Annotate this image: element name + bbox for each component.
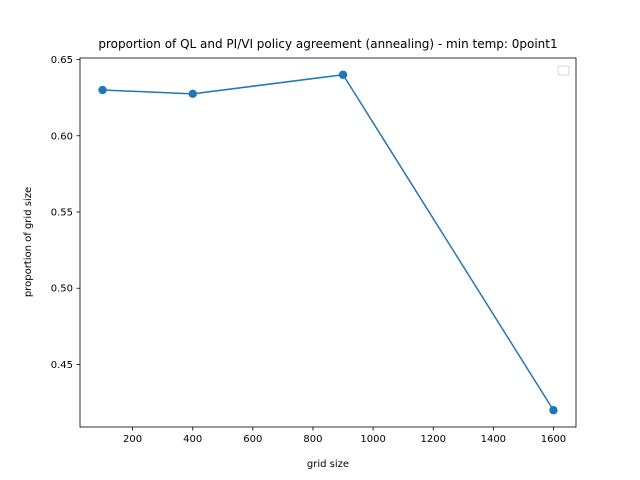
x-axis-ticks: 200 400 600 800 1000 1200 1400 1600 [123, 427, 566, 445]
data-point [549, 406, 558, 415]
x-axis-label: grid size [307, 459, 349, 470]
x-tick-label: 1200 [420, 434, 445, 445]
y-tick-label: 0.60 [51, 131, 73, 142]
y-axis-ticks: 0.45 0.50 0.55 0.60 0.65 [51, 55, 80, 371]
x-tick-label: 1600 [541, 434, 566, 445]
x-tick-label: 200 [123, 434, 142, 445]
legend-box [557, 65, 570, 76]
y-tick-label: 0.45 [51, 360, 73, 371]
x-tick-label: 600 [243, 434, 262, 445]
data-point [98, 85, 107, 95]
data-point [338, 70, 348, 79]
y-tick-label: 0.55 [51, 208, 73, 219]
y-axis-label: proportion of grid size [23, 187, 34, 297]
y-tick-label: 0.65 [51, 55, 73, 66]
x-tick-label: 1400 [481, 434, 506, 445]
y-tick-label: 0.50 [51, 284, 73, 295]
x-tick-label: 800 [303, 434, 322, 445]
x-tick-label: 400 [183, 434, 202, 445]
chart-title: proportion of QL and PI/VI policy agreem… [98, 37, 557, 51]
data-point [188, 89, 197, 99]
series-layer [98, 70, 558, 415]
plot-frame [79, 57, 577, 428]
series-line [102, 74, 555, 411]
plot-area [79, 57, 577, 428]
x-tick-label: 1000 [360, 434, 385, 445]
